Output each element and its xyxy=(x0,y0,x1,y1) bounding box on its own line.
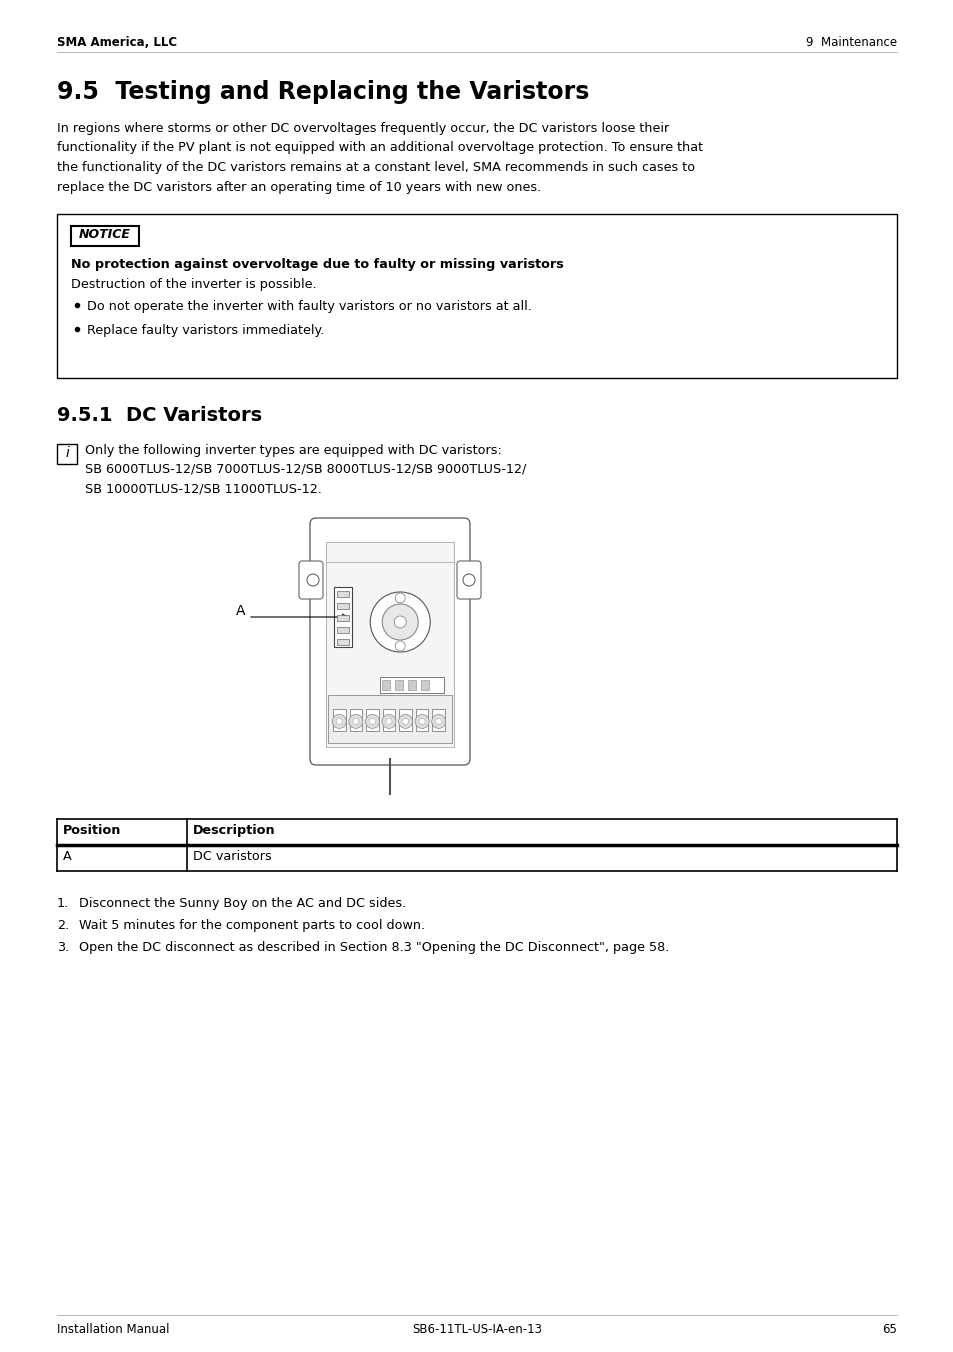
FancyBboxPatch shape xyxy=(456,561,480,599)
Circle shape xyxy=(395,594,405,603)
Bar xyxy=(71,226,139,246)
Text: replace the DC varistors after an operating time of 10 years with new ones.: replace the DC varistors after an operat… xyxy=(57,181,540,193)
Bar xyxy=(333,710,345,731)
Text: In regions where storms or other DC overvoltages frequently occur, the DC varist: In regions where storms or other DC over… xyxy=(57,122,669,135)
Text: Disconnect the Sunny Boy on the AC and DC sides.: Disconnect the Sunny Boy on the AC and D… xyxy=(79,896,406,910)
Text: SB 10000TLUS-12/SB 11000TLUS-12.: SB 10000TLUS-12/SB 11000TLUS-12. xyxy=(85,483,321,495)
Bar xyxy=(326,542,454,748)
Circle shape xyxy=(402,718,408,725)
Text: 2.: 2. xyxy=(57,919,69,932)
Circle shape xyxy=(332,714,346,729)
Circle shape xyxy=(395,641,405,652)
Text: 3.: 3. xyxy=(57,941,70,955)
Circle shape xyxy=(336,718,342,725)
Circle shape xyxy=(436,718,441,725)
Circle shape xyxy=(369,718,375,725)
Text: Open the DC disconnect as described in Section 8.3 "Opening the DC Disconnect", : Open the DC disconnect as described in S… xyxy=(79,941,669,955)
Text: the functionality of the DC varistors remains at a constant level, SMA recommend: the functionality of the DC varistors re… xyxy=(57,161,695,174)
Circle shape xyxy=(386,718,392,725)
Circle shape xyxy=(349,714,362,729)
Text: NOTICE: NOTICE xyxy=(79,228,131,241)
Text: functionality if the PV plant is not equipped with an additional overvoltage pro: functionality if the PV plant is not equ… xyxy=(57,142,702,154)
FancyBboxPatch shape xyxy=(310,518,470,765)
Text: Replace faulty varistors immediately.: Replace faulty varistors immediately. xyxy=(87,324,324,337)
Text: 65: 65 xyxy=(882,1324,896,1336)
Text: Destruction of the inverter is possible.: Destruction of the inverter is possible. xyxy=(71,279,316,291)
Bar xyxy=(336,603,349,608)
Text: Description: Description xyxy=(193,823,275,837)
Text: SB 6000TLUS-12/SB 7000TLUS-12/SB 8000TLUS-12/SB 9000TLUS-12/: SB 6000TLUS-12/SB 7000TLUS-12/SB 8000TLU… xyxy=(85,462,526,476)
Circle shape xyxy=(353,718,358,725)
Bar xyxy=(334,587,352,648)
Circle shape xyxy=(415,714,429,729)
FancyBboxPatch shape xyxy=(298,561,323,599)
Circle shape xyxy=(394,617,406,627)
Text: Position: Position xyxy=(63,823,121,837)
Text: Installation Manual: Installation Manual xyxy=(57,1324,170,1336)
Circle shape xyxy=(382,604,417,639)
Circle shape xyxy=(365,714,379,729)
Text: 9.5.1  DC Varistors: 9.5.1 DC Varistors xyxy=(57,406,262,425)
Bar xyxy=(379,677,443,694)
Bar xyxy=(382,710,395,731)
Text: 1.: 1. xyxy=(57,896,70,910)
Circle shape xyxy=(398,714,412,729)
Bar xyxy=(395,680,402,690)
Text: Do not operate the inverter with faulty varistors or no varistors at all.: Do not operate the inverter with faulty … xyxy=(87,300,532,314)
Text: 9  Maintenance: 9 Maintenance xyxy=(805,37,896,49)
Circle shape xyxy=(307,575,318,585)
Bar xyxy=(420,680,428,690)
Text: SB6-11TL-US-IA-en-13: SB6-11TL-US-IA-en-13 xyxy=(412,1324,541,1336)
Circle shape xyxy=(432,714,445,729)
Text: 9.5  Testing and Replacing the Varistors: 9.5 Testing and Replacing the Varistors xyxy=(57,80,589,104)
Bar xyxy=(382,680,390,690)
Bar xyxy=(432,710,444,731)
Bar xyxy=(366,710,378,731)
Text: A: A xyxy=(63,850,71,863)
Text: Wait 5 minutes for the component parts to cool down.: Wait 5 minutes for the component parts t… xyxy=(79,919,425,932)
Bar xyxy=(57,443,77,464)
Circle shape xyxy=(370,592,430,652)
Text: Only the following inverter types are equipped with DC varistors:: Only the following inverter types are eq… xyxy=(85,443,501,457)
Bar xyxy=(407,680,416,690)
Text: DC varistors: DC varistors xyxy=(193,850,272,863)
Text: i: i xyxy=(65,446,69,460)
Bar xyxy=(328,695,452,744)
Bar xyxy=(349,710,362,731)
Text: No protection against overvoltage due to faulty or missing varistors: No protection against overvoltage due to… xyxy=(71,258,563,270)
Bar xyxy=(399,710,412,731)
Bar xyxy=(336,627,349,633)
Bar xyxy=(336,615,349,621)
Bar xyxy=(336,639,349,645)
Text: A: A xyxy=(235,604,245,618)
Circle shape xyxy=(381,714,395,729)
Circle shape xyxy=(462,575,475,585)
Bar xyxy=(416,710,428,731)
Bar xyxy=(336,591,349,598)
Bar xyxy=(57,214,896,379)
Circle shape xyxy=(418,718,425,725)
Text: SMA America, LLC: SMA America, LLC xyxy=(57,37,177,49)
